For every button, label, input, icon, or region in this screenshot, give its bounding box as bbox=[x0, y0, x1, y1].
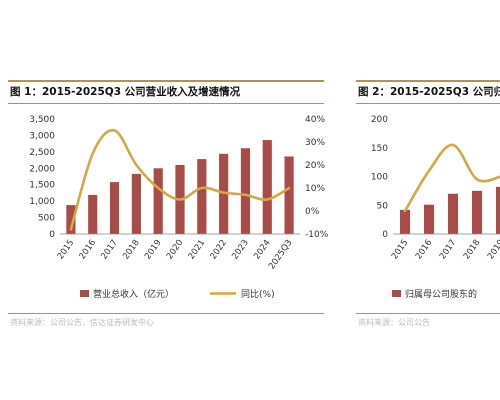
chart1-bar bbox=[284, 156, 294, 234]
chart1-yright-tick: 0% bbox=[305, 207, 320, 217]
chart2-yleft-tick: 100 bbox=[371, 173, 388, 183]
chart2-legend-bar-swatch bbox=[392, 290, 401, 297]
chart1-x-tick: 2021 bbox=[187, 238, 208, 261]
chart1-x-tick: 2023 bbox=[230, 238, 251, 261]
chart2-title: 图 2：2015-2025Q3 公司归 bbox=[358, 86, 500, 98]
chart1-x-tick: 2019 bbox=[143, 238, 164, 261]
chart2-x-tick: 2017 bbox=[438, 238, 459, 261]
chart1-yleft-tick: 1,500 bbox=[29, 181, 55, 191]
chart2-bar bbox=[399, 209, 411, 234]
chart1-x-tick: 2016 bbox=[78, 238, 99, 261]
chart2-x-tick: 2016 bbox=[414, 238, 435, 261]
chart1-bar bbox=[153, 168, 163, 234]
chart1-bar bbox=[88, 194, 98, 234]
chart1-x-tick: 2017 bbox=[99, 238, 120, 261]
chart1-yleft-tick: 1,000 bbox=[29, 197, 55, 207]
chart2-yleft-tick: 50 bbox=[377, 201, 389, 211]
chart1-bar bbox=[262, 140, 272, 234]
chart2-x-tick: 2015 bbox=[390, 238, 411, 261]
chart1-line-series bbox=[69, 128, 291, 231]
chart1-yright-tick: 20% bbox=[305, 161, 325, 171]
chart1-yleft-tick: 500 bbox=[38, 214, 55, 224]
divider-left bbox=[8, 103, 324, 104]
divider-right bbox=[356, 103, 500, 104]
footer-rule-left bbox=[8, 313, 324, 314]
chart2-bar bbox=[447, 193, 459, 234]
source-note-left: 资料来源：公司公告，信达证券研发中心 bbox=[10, 318, 154, 327]
chart1-yright-tick: 40% bbox=[305, 115, 325, 125]
chart1-yright-tick: 30% bbox=[305, 138, 325, 148]
chart1-x-tick: 2018 bbox=[121, 238, 142, 261]
chart1-bar bbox=[66, 205, 76, 234]
chart1-title: 图 1：2015-2025Q3 公司营业收入及增速情况 bbox=[10, 86, 241, 98]
chart1-yright-tick: 10% bbox=[305, 184, 325, 194]
chart2-yleft-tick: 200 bbox=[371, 115, 388, 125]
chart1-x-tick: 2022 bbox=[208, 238, 229, 261]
chart1-yleft-tick: 0 bbox=[49, 230, 55, 240]
chart1-legend-bar-label: 营业总收入（亿元） bbox=[93, 288, 174, 300]
chart1-x-tick: 2024 bbox=[252, 238, 273, 261]
chart1-bar bbox=[197, 159, 207, 234]
footer-rule-right bbox=[356, 313, 500, 314]
header-rule-right bbox=[356, 80, 500, 82]
chart1-yleft-tick: 3,500 bbox=[29, 115, 55, 125]
chart1-yleft-tick: 2,000 bbox=[29, 164, 55, 174]
chart1-x-tick: 2015 bbox=[56, 238, 77, 261]
chart2-legend-bar-label: 归属母公司股东的 bbox=[405, 288, 477, 300]
chart1-legend-bar-swatch bbox=[80, 290, 89, 297]
chart2-yleft-tick: 150 bbox=[371, 144, 388, 154]
chart2-bar bbox=[471, 190, 483, 234]
chart2-bar bbox=[495, 186, 500, 234]
chart1-x-tick: 2020 bbox=[165, 238, 186, 261]
chart2-x-tick: 2019 bbox=[486, 238, 500, 261]
chart2-line-series bbox=[403, 143, 500, 213]
header-rule-left bbox=[8, 80, 324, 82]
chart2-bar bbox=[423, 204, 435, 234]
chart1-bar bbox=[131, 173, 141, 234]
source-note-right: 资料来源：公司公告 bbox=[358, 318, 430, 327]
chart1-legend-line-label: 同比(%) bbox=[241, 288, 275, 300]
chart1-yleft-tick: 2,500 bbox=[29, 148, 55, 158]
chart2-yleft-tick: 0 bbox=[382, 230, 388, 240]
chart1-bar bbox=[109, 182, 120, 234]
chart1-yleft-tick: 3,000 bbox=[29, 131, 55, 141]
chart1-yright-tick: -10% bbox=[305, 230, 329, 240]
chart2-x-tick: 2018 bbox=[462, 238, 483, 261]
chart1-bar bbox=[240, 148, 251, 234]
